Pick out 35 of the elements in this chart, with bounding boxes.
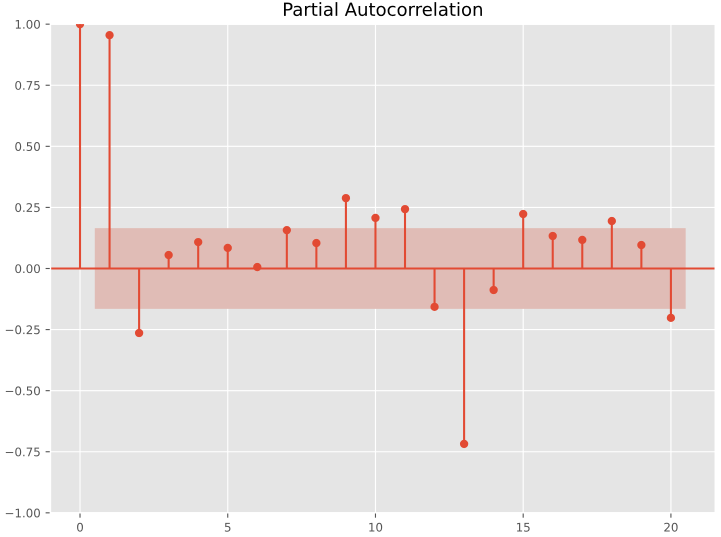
- y-tick-label: −0.75: [6, 447, 40, 456]
- y-tick-label: −0.50: [6, 386, 40, 396]
- point: [519, 210, 528, 218]
- point: [430, 302, 439, 312]
- y-tick-label: 0.00: [15, 264, 40, 274]
- x-tick-label: 10: [369, 522, 382, 532]
- y-tick-label: 0.50: [15, 142, 40, 151]
- point: [282, 226, 291, 234]
- point: [608, 216, 616, 226]
- point: [548, 232, 557, 240]
- y-tick-label: 1.00: [16, 20, 40, 29]
- point: [134, 328, 144, 338]
- point: [489, 286, 498, 294]
- point: [194, 238, 202, 246]
- chart-title: Partial Autocorrelation: [284, 2, 482, 16]
- point: [578, 236, 586, 244]
- x-tick-label: 0: [77, 522, 83, 532]
- y-tick-label: 0.25: [15, 203, 40, 212]
- point: [400, 204, 410, 214]
- point: [105, 30, 114, 40]
- y-tick-label: −0.25: [6, 325, 40, 334]
- point: [253, 262, 262, 272]
- y-tick-label: −1.00: [6, 508, 40, 518]
- x-tick-label: 15: [516, 522, 530, 532]
- x-tick-label: 20: [664, 522, 678, 532]
- point: [371, 214, 380, 222]
- point: [637, 240, 646, 250]
- point: [164, 250, 173, 260]
- point: [460, 440, 468, 448]
- point: [224, 244, 232, 252]
- point: [666, 314, 676, 322]
- y-tick-label: 0.75: [15, 80, 40, 90]
- point: [312, 238, 321, 248]
- point: [342, 194, 350, 202]
- x-tick-label: 5: [224, 522, 230, 532]
